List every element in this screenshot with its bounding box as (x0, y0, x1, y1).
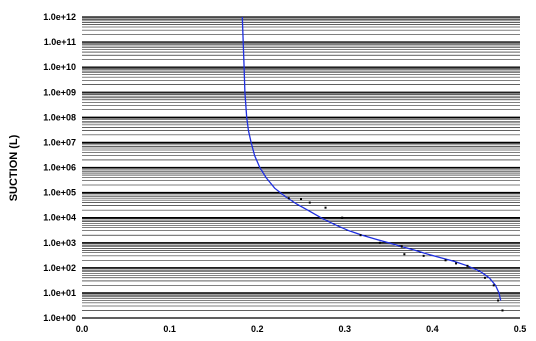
y-tick-label: 1.0e+06 (43, 163, 76, 173)
data-point (422, 254, 425, 257)
x-tick-label: 0.5 (514, 324, 527, 334)
data-point (400, 245, 403, 248)
y-tick-label: 1.0e+07 (43, 137, 76, 147)
x-tick-label: 0.1 (163, 324, 176, 334)
y-tick-label: 1.0e+00 (43, 313, 76, 323)
y-axis-label: SUCTION (L) (8, 134, 20, 201)
y-tick-label: 1.0e+01 (43, 288, 76, 298)
x-tick-labels: 0.0 0.1 0.2 0.3 0.4 0.5 (76, 324, 527, 334)
data-point (466, 264, 469, 267)
y-tick-label: 1.0e+03 (43, 238, 76, 248)
data-points-series (287, 197, 504, 312)
data-point (324, 206, 327, 209)
y-tick-label: 1.0e+10 (43, 62, 76, 72)
y-tick-label: 1.0e+05 (43, 188, 76, 198)
y-tick-label: 1.0e+09 (43, 87, 76, 97)
x-tick-label: 0.3 (339, 324, 352, 334)
data-point (492, 284, 495, 287)
x-tick-label: 0.2 (251, 324, 264, 334)
data-point (403, 253, 406, 256)
data-point (378, 241, 381, 244)
data-point (308, 201, 311, 204)
x-tick-label: 0.4 (426, 324, 439, 334)
data-point (287, 197, 290, 200)
grid-lines (82, 16, 520, 319)
data-point (455, 262, 458, 265)
y-tick-label: 1.0e+02 (43, 263, 76, 273)
y-tick-label: 1.0e+11 (44, 37, 76, 47)
data-point (341, 216, 344, 219)
x-tick-label: 0.0 (76, 324, 89, 334)
y-tick-label: 1.0e+04 (43, 213, 76, 223)
data-point (444, 259, 447, 262)
data-point (300, 198, 302, 201)
y-tick-labels: 1.0e+00 1.0e+01 1.0e+02 1.0e+03 1.0e+04 1.0e+… (43, 12, 76, 323)
data-point (497, 299, 500, 302)
data-point (359, 234, 362, 237)
data-point (483, 276, 486, 279)
y-tick-label: 1.0e+12 (43, 12, 76, 22)
data-point (501, 309, 504, 312)
y-tick-label: 1.0e+08 (43, 112, 76, 122)
